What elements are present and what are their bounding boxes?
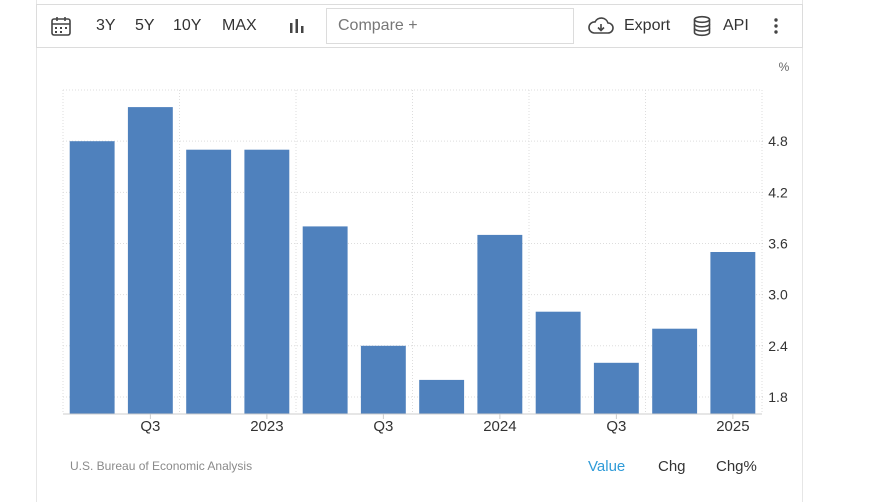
chart-type-icon[interactable] xyxy=(288,5,306,47)
calendar-icon[interactable] xyxy=(50,5,72,47)
y-tick-label: 3.0 xyxy=(768,287,788,303)
bar xyxy=(360,345,406,414)
bar xyxy=(186,149,232,414)
range-10y-button[interactable]: 10Y xyxy=(173,17,202,34)
x-tick-label: 2024 xyxy=(483,418,516,435)
api-button[interactable]: API xyxy=(723,17,749,34)
bar xyxy=(244,149,290,414)
source-label: U.S. Bureau of Economic Analysis xyxy=(70,459,253,473)
x-tick-label: 2025 xyxy=(716,418,749,435)
x-tick-label: 2023 xyxy=(250,418,283,435)
y-tick-label: 3.6 xyxy=(768,235,788,251)
bar xyxy=(419,379,465,414)
x-tick-label: Q3 xyxy=(140,418,160,435)
cloud-download-icon[interactable] xyxy=(587,5,615,47)
y-tick-label: 1.8 xyxy=(768,389,788,405)
y-tick-label: 4.8 xyxy=(768,133,788,149)
export-button[interactable]: Export xyxy=(624,17,671,34)
bar xyxy=(302,226,348,414)
bar xyxy=(477,234,523,414)
mode-chg-pct-button[interactable]: Chg% xyxy=(716,458,757,475)
mode-chg-button[interactable]: Chg xyxy=(658,458,686,475)
bar xyxy=(710,252,756,414)
y-unit-label: % xyxy=(779,60,790,74)
bar xyxy=(69,141,115,414)
y-tick-label: 4.2 xyxy=(768,184,788,200)
compare-input[interactable]: Compare + xyxy=(326,8,574,44)
bar xyxy=(127,107,173,414)
axes: 1.8 2.4 3.0 3.6 4.2 4.8 Q3 2023 Q3 2024 Q3 2025 xyxy=(63,133,788,435)
toolbar: 3Y 5Y 10Y MAX Compare + Export API xyxy=(36,4,803,48)
x-tick-label: Q3 xyxy=(373,418,393,435)
range-max-button[interactable]: MAX xyxy=(222,17,257,34)
database-icon[interactable] xyxy=(692,5,712,47)
bar xyxy=(535,311,581,414)
bars xyxy=(69,107,756,414)
x-tick-label: Q3 xyxy=(606,418,626,435)
chart-frame xyxy=(36,0,803,502)
bar xyxy=(652,328,698,414)
range-5y-button[interactable]: 5Y xyxy=(135,17,155,34)
grid-lines xyxy=(62,89,763,414)
more-options-icon[interactable] xyxy=(773,5,779,47)
bar xyxy=(593,362,639,414)
y-tick-label: 2.4 xyxy=(768,338,788,354)
mode-value-button[interactable]: Value xyxy=(588,458,626,475)
range-3y-button[interactable]: 3Y xyxy=(96,17,116,34)
